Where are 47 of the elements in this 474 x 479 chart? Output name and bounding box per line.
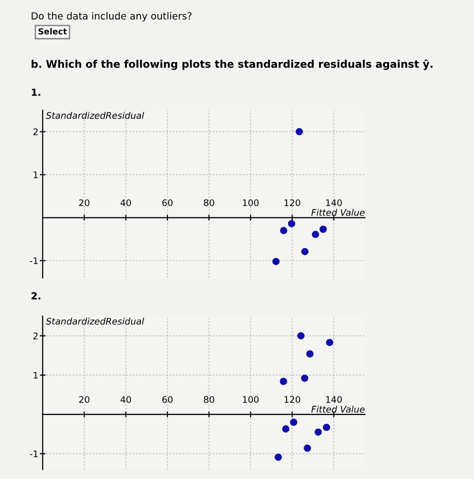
- point: [304, 444, 312, 452]
- y-axis-title: StandardizedResidual: [46, 112, 144, 119]
- x-tick-label: 100: [242, 396, 259, 403]
- point: [312, 230, 320, 238]
- y-tick-label: 1: [34, 172, 38, 178]
- x-tick-label: 140: [326, 396, 342, 403]
- x-tick-label: 80: [204, 396, 214, 403]
- y-tick-label: -1: [30, 257, 38, 264]
- point: [296, 128, 303, 136]
- y-tick-label: -1: [30, 450, 38, 458]
- point: [290, 418, 298, 426]
- point: [280, 378, 288, 386]
- x-tick-label: 20: [79, 199, 90, 206]
- chart-title: 2.: [32, 292, 40, 300]
- point: [288, 220, 296, 228]
- x-tick-label: 80: [204, 199, 214, 206]
- x-tick-label: 120: [284, 199, 300, 206]
- x-tick-label: 60: [162, 396, 173, 403]
- text: Do the data include any outliers?: [32, 12, 192, 22]
- point: [320, 226, 327, 233]
- point: [272, 258, 280, 266]
- text: b. Which of the following plots the standardized residuals against ŷ.: [32, 59, 432, 70]
- point: [322, 424, 330, 432]
- point: [306, 350, 314, 358]
- x-tick-label: 100: [242, 199, 259, 206]
- x-axis-title: Fitted Value: [311, 208, 365, 216]
- x-axis-title: Fitted Value: [311, 406, 365, 413]
- point: [297, 332, 305, 340]
- y-tick-label: 2: [33, 332, 38, 340]
- y-axis-title: StandardizedResidual: [46, 318, 144, 325]
- point: [326, 338, 334, 346]
- y-tick-label: 1: [34, 372, 38, 379]
- point: [314, 428, 322, 436]
- x-tick-label: 20: [79, 396, 90, 403]
- x-tick-label: 120: [284, 396, 300, 403]
- x-tick-label: 140: [326, 199, 342, 206]
- point: [301, 374, 308, 382]
- x-tick-label: 60: [162, 199, 173, 206]
- point: [301, 248, 309, 256]
- text: Select: [38, 28, 67, 35]
- y-tick-label: 2: [33, 128, 38, 136]
- x-tick-label: 40: [120, 199, 131, 206]
- x-tick-label: 40: [120, 396, 131, 403]
- point: [282, 425, 290, 433]
- point: [274, 454, 282, 461]
- point: [280, 226, 288, 234]
- chart-title: 1.: [32, 88, 40, 96]
